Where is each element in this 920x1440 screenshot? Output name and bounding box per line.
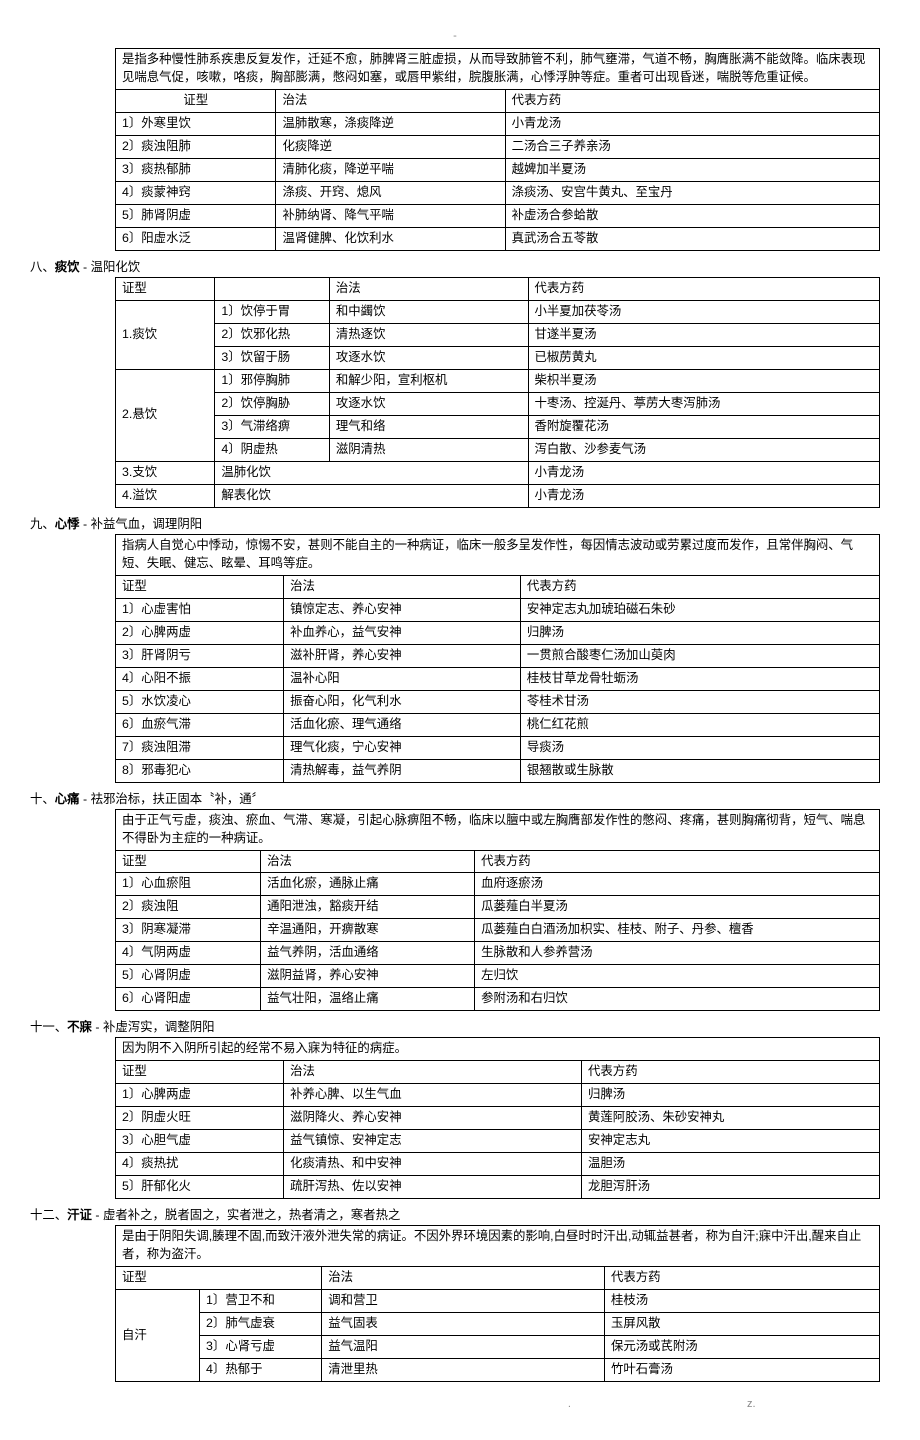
table-row: 4〕痰热扰化痰清热、和中安神温胆汤 bbox=[116, 1153, 880, 1176]
table-row: 6〕阳虚水泛温肾健脾、化饮利水真武汤合五苓散 bbox=[116, 227, 880, 250]
table-row: 5〕水饮凌心振奋心阳，化气利水苓桂术甘汤 bbox=[116, 690, 880, 713]
section12-table: 是由于阴阳失调,腠理不固,而致汗液外泄失常的病证。不因外界环境因素的影响,白昼时… bbox=[115, 1225, 880, 1382]
heading-11: 十一、不寐 - 补虚泻实，调整阴阳 bbox=[30, 1017, 880, 1035]
section11-intro: 因为阴不入阴所引起的经常不易入寐为特征的病症。 bbox=[116, 1038, 880, 1061]
table-row: 1〕外寒里饮温肺散寒，涤痰降逆小青龙汤 bbox=[116, 112, 880, 135]
col-formula: 代表方药 bbox=[475, 850, 880, 873]
heading-9: 九、心悸 - 补益气血，调理阴阳 bbox=[30, 514, 880, 532]
section10-intro: 由于正气亏虚，痰浊、瘀血、气滞、寒凝，引起心脉痹阻不畅，临床以膻中或左胸膺部发作… bbox=[116, 809, 880, 850]
page-top-mark: - bbox=[30, 30, 880, 42]
group-label: 2.悬饮 bbox=[116, 369, 215, 461]
table-row: 4〕痰蒙神窍涤痰、开窍、熄风涤痰汤、安宫牛黄丸、至宝丹 bbox=[116, 181, 880, 204]
section11-table: 因为阴不入阴所引起的经常不易入寐为特征的病症。 证型 治法 代表方药 1〕心脾两… bbox=[115, 1037, 880, 1199]
col-type: 证型 bbox=[116, 1061, 284, 1084]
table-row: 2〕阴虚火旺滋阴降火、养心安神黄莲阿胶汤、朱砂安神丸 bbox=[116, 1107, 880, 1130]
section8-table: 证型 治法 代表方药 1.痰饮1〕饮停于胃和中蠲饮小半夏加茯苓汤 2〕饮邪化热清… bbox=[115, 277, 880, 508]
table-row: 8〕邪毒犯心清热解毒，益气养阴银翘散或生脉散 bbox=[116, 759, 880, 782]
col-type: 证型 bbox=[116, 89, 276, 112]
table-row: 3〕阴寒凝滞辛温通阳，开痹散寒瓜蒌薤白白酒汤加枳实、桂枝、附子、丹参、檀香 bbox=[116, 919, 880, 942]
section9-intro: 指病人自觉心中悸动，惊惕不安，甚则不能自主的一种病证，临床一般多呈发作性，每因情… bbox=[116, 534, 880, 575]
table-row: 5〕心肾阴虚滋阴益肾，养心安神左归饮 bbox=[116, 965, 880, 988]
group-label: 3.支饮 bbox=[116, 461, 215, 484]
section10-table: 由于正气亏虚，痰浊、瘀血、气滞、寒凝，引起心脉痹阻不畅，临床以膻中或左胸膺部发作… bbox=[115, 809, 880, 1012]
table-row: 1〕心血瘀阻活血化瘀，通脉止痛血府逐瘀汤 bbox=[116, 873, 880, 896]
table-row: 2〕心脾两虚补血养心，益气安神归脾汤 bbox=[116, 621, 880, 644]
col-formula: 代表方药 bbox=[520, 575, 879, 598]
heading-8: 八、痰饮 - 温阳化饮 bbox=[30, 257, 880, 275]
col-formula: 代表方药 bbox=[604, 1267, 879, 1290]
col-method: 治法 bbox=[261, 850, 475, 873]
table-row: 2〕痰浊阻通阳泄浊，豁痰开结瓜蒌薤白半夏汤 bbox=[116, 896, 880, 919]
section9-table: 指病人自觉心中悸动，惊惕不安，甚则不能自主的一种病证，临床一般多呈发作性，每因情… bbox=[115, 534, 880, 783]
col-type: 证型 bbox=[116, 1267, 322, 1290]
table-row: 3〕肝肾阴亏滋补肝肾，养心安神一贯煎合酸枣仁汤加山萸肉 bbox=[116, 644, 880, 667]
group-label: 自汗 bbox=[116, 1290, 200, 1382]
col-method: 治法 bbox=[322, 1267, 605, 1290]
table-row: 3〕心胆气虚益气镇惊、安神定志安神定志丸 bbox=[116, 1130, 880, 1153]
col-method: 治法 bbox=[284, 575, 521, 598]
col-type: 证型 bbox=[116, 575, 284, 598]
table-row: 4〕气阴两虚益气养阴，活血通络生脉散和人参养营汤 bbox=[116, 942, 880, 965]
table-row: 5〕肝郁化火疏肝泻热、佐以安神龙胆泻肝汤 bbox=[116, 1176, 880, 1199]
table-row: 2〕痰浊阻肺化痰降逆二汤合三子养亲汤 bbox=[116, 135, 880, 158]
section12-intro: 是由于阴阳失调,腠理不固,而致汗液外泄失常的病证。不因外界环境因素的影响,白昼时… bbox=[116, 1226, 880, 1267]
table-row: 4〕心阳不振温补心阳桂枝甘草龙骨牡蛎汤 bbox=[116, 667, 880, 690]
table-row: 6〕血瘀气滞活血化瘀、理气通络桃仁红花煎 bbox=[116, 713, 880, 736]
col-type: 证型 bbox=[116, 277, 215, 300]
table-row: 3〕痰热郁肺清肺化痰，降逆平喘越婢加半夏汤 bbox=[116, 158, 880, 181]
section7-table: 是指多种慢性肺系疾患反复发作，迁延不愈，肺脾肾三脏虚损，从而导致肺管不利，肺气壅… bbox=[115, 48, 880, 251]
col-method: 治法 bbox=[284, 1061, 582, 1084]
col-formula: 代表方药 bbox=[505, 89, 879, 112]
table-row: 5〕肺肾阴虚补肺纳肾、降气平喘补虚汤合参蛤散 bbox=[116, 204, 880, 227]
col-method: 治法 bbox=[276, 89, 505, 112]
table-row: 7〕痰浊阻滞理气化痰，宁心安神导痰汤 bbox=[116, 736, 880, 759]
table-row: 1〕心虚害怕镇惊定志、养心安神安神定志丸加琥珀磁石朱砂 bbox=[116, 598, 880, 621]
group-label: 1.痰饮 bbox=[116, 300, 215, 369]
table-row: 1〕心脾两虚补养心脾、以生气血归脾汤 bbox=[116, 1084, 880, 1107]
heading-12: 十二、汗证 - 虚者补之，脱者固之，实者泄之，热者清之，寒者热之 bbox=[30, 1205, 880, 1223]
page-bottom-mark: . z. bbox=[30, 1398, 880, 1410]
group-label: 4.溢饮 bbox=[116, 484, 215, 507]
section7-intro: 是指多种慢性肺系疾患反复发作，迁延不愈，肺脾肾三脏虚损，从而导致肺管不利，肺气壅… bbox=[116, 49, 880, 90]
col-formula: 代表方药 bbox=[582, 1061, 880, 1084]
col-type: 证型 bbox=[116, 850, 261, 873]
table-row: 6〕心肾阳虚益气壮阳，温络止痛参附汤和右归饮 bbox=[116, 988, 880, 1011]
heading-10: 十、心痛 - 祛邪治标，扶正固本〝补，通〞 bbox=[30, 789, 880, 807]
col-formula: 代表方药 bbox=[528, 277, 879, 300]
col-method: 治法 bbox=[329, 277, 528, 300]
